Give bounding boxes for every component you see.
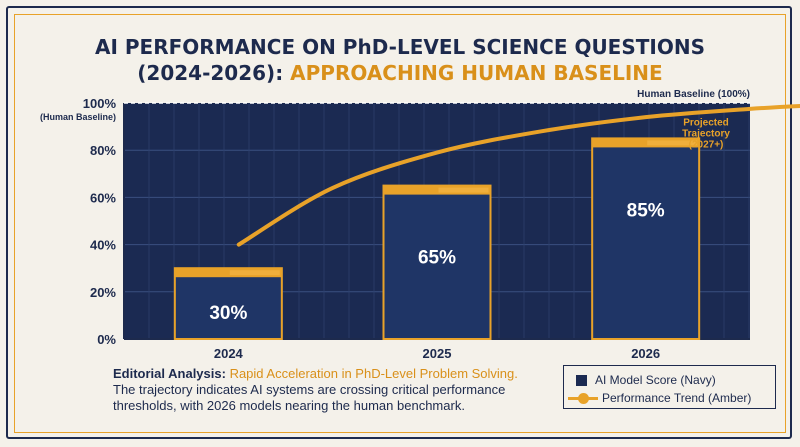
x-tick-label: 2025 xyxy=(423,346,452,361)
y-tick-label: 60% xyxy=(90,190,116,205)
bar-2026 xyxy=(591,137,701,340)
outer-frame xyxy=(6,6,792,439)
y-tick-label: 40% xyxy=(90,238,116,253)
legend-item-ai-score: AI Model Score (Navy) xyxy=(564,372,716,388)
trend-line-icon xyxy=(568,392,598,404)
legend-label-ai-score: AI Model Score (Navy) xyxy=(595,373,716,387)
navy-swatch-icon xyxy=(576,374,587,386)
chart-title: AI PERFORMANCE ON PhD-LEVEL SCIENCE QUES… xyxy=(0,34,800,86)
legend-item-trend: Performance Trend (Amber) xyxy=(564,390,751,406)
title-line-2: (2024-2026): APPROACHING HUMAN BASELINE xyxy=(0,60,800,86)
trend-line xyxy=(236,103,800,247)
editorial-lead: Editorial Analysis: xyxy=(113,366,230,381)
x-tick-label: 2026 xyxy=(631,346,660,361)
bar-cap-2024 xyxy=(174,268,282,278)
title-line-2-prefix: (2024-2026): xyxy=(137,61,291,85)
annotation-line: Projected xyxy=(683,117,729,128)
annotation-line: (2027+) xyxy=(689,139,724,150)
bar-value-label: 85% xyxy=(627,200,665,221)
title-line-2-accent: APPROACHING HUMAN BASELINE xyxy=(290,61,663,85)
bar-cap-highlight-2026 xyxy=(647,140,698,146)
bar-cap-highlight-2024 xyxy=(229,270,280,276)
bar-cap-2025 xyxy=(383,185,491,195)
editorial-body: The trajectory indicates AI systems are … xyxy=(113,382,506,413)
legend: AI Model Score (Navy) Performance Trend … xyxy=(563,365,776,409)
editorial-text: Editorial Analysis: Rapid Acceleration i… xyxy=(113,366,543,414)
y-tick-label: 100% xyxy=(83,96,117,111)
bar-value-label: 30% xyxy=(209,303,247,324)
bar-value-label: 65% xyxy=(418,248,456,269)
editorial-highlight: Rapid Acceleration in PhD-Level Problem … xyxy=(229,366,518,381)
title-line-1: AI PERFORMANCE ON PhD-LEVEL SCIENCE QUES… xyxy=(95,35,705,59)
legend-label-trend: Performance Trend (Amber) xyxy=(602,391,752,405)
y-tick-label: 80% xyxy=(90,143,116,158)
inner-frame xyxy=(14,14,786,433)
baseline-label: Human Baseline (100%) xyxy=(637,89,750,100)
y-tick-label: 0% xyxy=(97,332,116,347)
annotation-line: Trajectory xyxy=(682,128,730,139)
y-tick-sublabel: (Human Baseline) xyxy=(40,112,116,122)
bar-cap-highlight-2025 xyxy=(438,187,489,193)
y-tick-label: 20% xyxy=(90,285,116,300)
bar-cap-2026 xyxy=(592,138,700,148)
bar-2024 xyxy=(173,267,283,341)
x-tick-label: 2024 xyxy=(214,346,244,361)
